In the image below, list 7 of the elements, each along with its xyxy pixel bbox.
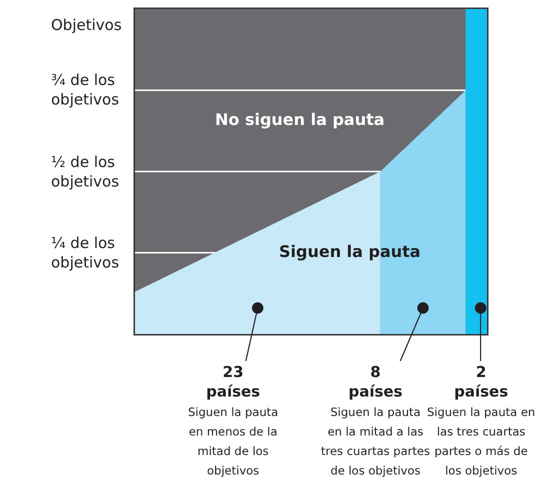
annotation: Siguen la pauta bbox=[279, 242, 421, 261]
text: 23 países Siguen la pauta en menos de la mitad de los objetivos bbox=[188, 363, 278, 478]
ref-line-label: ¾ de los objetivos bbox=[51, 71, 120, 108]
annotation: No siguen la pauta bbox=[215, 110, 385, 129]
y-axis-title: Objetivos bbox=[51, 16, 122, 34]
ref-line-label: ¼ de los objetivos bbox=[51, 234, 120, 272]
ref-line-label: ½ de los objetivos bbox=[51, 153, 120, 190]
